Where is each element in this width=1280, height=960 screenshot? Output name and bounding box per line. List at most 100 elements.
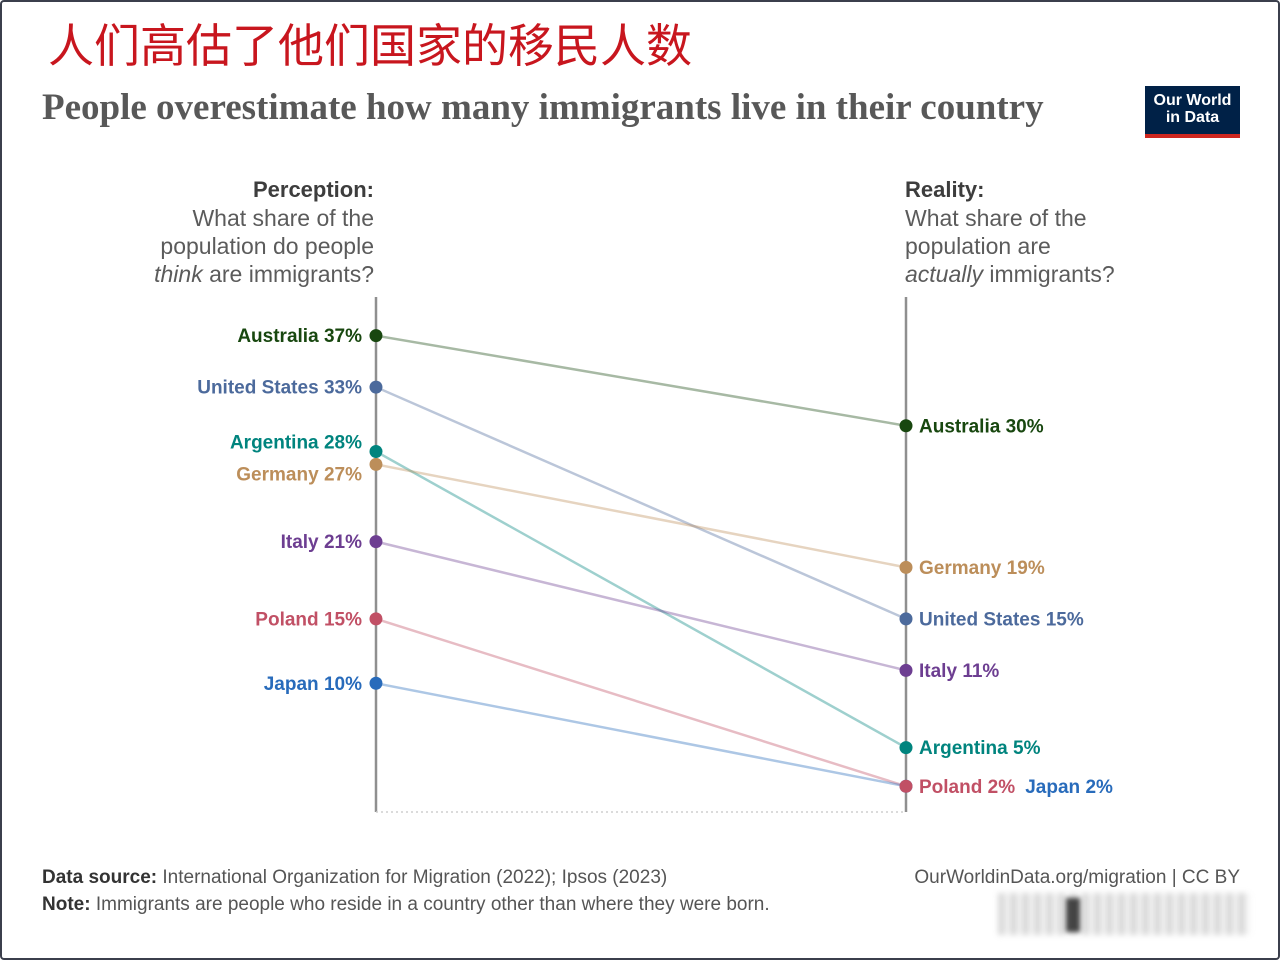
series-value: 33 [324,378,345,399]
logo-line-2: in Data [1165,109,1220,126]
series-value: 21 [324,532,346,553]
series-value: 30 [1006,416,1027,437]
reality-dot-argentina [899,741,913,755]
series-value: 19 [1007,558,1028,579]
series-value: 28 [324,432,345,453]
series-value: 2 [1085,777,1096,798]
series-name: Australia [919,416,1001,437]
perception-question-line-2: population do people [160,233,374,259]
value-suffix: % [1027,416,1044,437]
reality-dot-italy [899,663,913,677]
reality-label-argentina: Argentina 5% [919,738,1041,759]
perception-dot-japan [369,676,383,690]
series-line-japan [374,682,908,788]
blurred-watermark [998,893,1250,935]
perception-header: Perception: What share of the population… [154,176,374,288]
series-value: 27 [324,464,345,485]
value-suffix: % [998,777,1015,798]
series-value: 5 [1013,738,1024,759]
note-text: Immigrants are people who reside in a co… [90,894,770,915]
perception-question-line-3: think are immigrants? [154,260,374,288]
series-name: Poland [919,777,982,798]
footer-notes: Data source: International Organization … [42,864,770,918]
value-suffix: % [345,609,362,630]
reality-label-germany: Germany 19% [919,558,1045,579]
reality-header-label: Reality: [905,177,985,202]
series-value: 2 [988,777,999,798]
reality-question-line-3: actually immigrants? [905,260,1115,288]
perception-label-australia: Australia 37% [237,326,362,347]
value-suffix: % [345,674,362,695]
series-value: 15 [1046,609,1068,630]
series-name: Japan [264,674,319,695]
perception-label-united-states: United States 33% [197,378,362,399]
series-line-united-states [374,385,908,621]
series-name: Argentina [919,738,1008,759]
reality-label-united-states: United States 15% [919,609,1084,630]
perception-dot-australia [369,329,383,343]
series-name: Germany [919,558,1002,579]
reality-label-australia: Australia 30% [919,416,1044,437]
note-label: Note: [42,894,91,915]
series-line-italy [374,540,908,672]
perception-label-poland: Poland 15% [255,609,362,630]
series-line-argentina [374,450,908,749]
series-name: Australia [237,326,319,347]
series-line-australia [374,334,908,427]
perception-question-line-1: What share of the [192,205,374,231]
series-value: 15 [324,609,346,630]
reality-question-line-1: What share of the [905,205,1087,231]
perception-question-emphasis: think [154,261,203,287]
data-source-label: Data source: [42,867,158,888]
reality-label-poland: Poland 2% [919,777,1015,798]
reality-dot-australia [899,419,913,433]
perception-dot-united-states [369,380,383,394]
value-suffix: % [1028,558,1045,579]
headline-chinese: 人们高估了他们国家的移民人数 [48,19,692,73]
series-labels: Australia 37%United States 33%Argentina 28%… [197,326,1113,798]
note: Note: Immigrants are people who reside i… [42,891,770,918]
value-suffix: % [345,532,362,553]
value-suffix: % [345,432,362,453]
reality-dot-germany [899,560,913,574]
value-suffix: % [345,464,362,485]
series-name: United States [919,609,1040,630]
series-name: Germany [236,464,319,485]
perception-header-label: Perception: [252,177,374,202]
perception-dot-germany [369,457,383,471]
perception-dot-argentina [369,445,383,458]
series-value: 11 [962,661,983,682]
perception-question-rest: are immigrants? [202,261,374,287]
perception-label-argentina: Argentina 28% [230,432,362,453]
reality-question-emphasis: actually [905,261,983,287]
logo-line-1: Our World [1153,92,1232,109]
owid-logo: Our World in Data [1145,86,1240,138]
perception-dot-poland [369,612,383,626]
perception-label-germany: Germany 27% [236,464,362,485]
credit-line: OurWorldinData.org/migration | CC BY [914,867,1240,888]
perception-dot-italy [369,535,383,549]
series-lines [374,334,908,788]
perception-label-italy: Italy 21% [281,532,362,553]
series-name: Japan [1025,777,1080,798]
series-name: Italy [281,532,319,553]
value-suffix: % [345,326,362,347]
series-line-germany [374,463,908,569]
series-value: 37 [324,326,345,347]
chart-title: People overestimate how many immigrants … [42,87,1044,128]
value-suffix: % [1096,777,1113,798]
value-suffix: % [1067,609,1084,630]
reality-label-italy: Italy 11% [919,661,999,682]
data-source: Data source: International Organization … [42,864,770,891]
series-name: United States [197,378,318,399]
series-dots [369,329,913,793]
series-value: 10 [324,674,345,695]
reality-question-line-2: population are [905,233,1051,259]
reality-header: Reality: What share of the population ar… [905,176,1115,288]
reality-dot-poland [899,779,913,793]
series-name: Argentina [230,432,319,453]
data-source-text: International Organization for Migration… [157,867,668,888]
series-name: Italy [919,661,957,682]
